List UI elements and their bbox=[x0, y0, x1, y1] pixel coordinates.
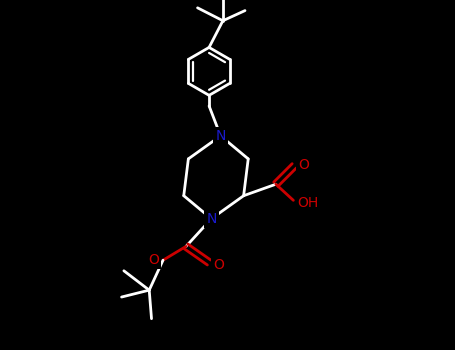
Text: O: O bbox=[213, 258, 224, 272]
Text: N: N bbox=[206, 212, 217, 226]
Text: O: O bbox=[298, 158, 309, 172]
Text: N: N bbox=[215, 129, 226, 143]
Text: OH: OH bbox=[298, 196, 318, 210]
Text: O: O bbox=[148, 253, 159, 267]
